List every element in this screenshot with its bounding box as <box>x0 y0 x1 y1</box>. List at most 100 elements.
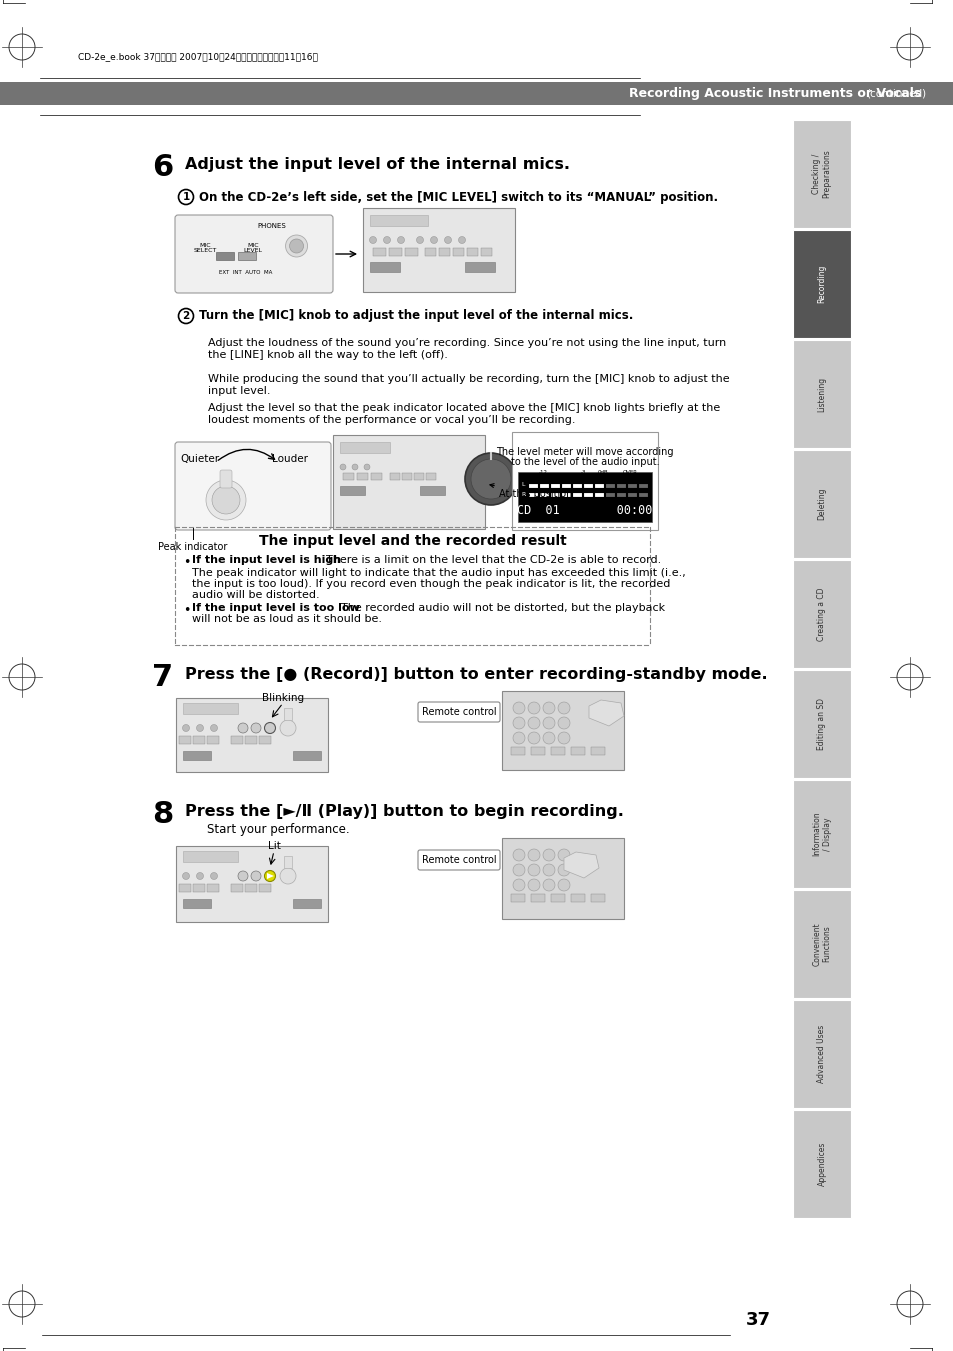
FancyBboxPatch shape <box>339 486 365 494</box>
FancyBboxPatch shape <box>371 473 381 480</box>
FancyBboxPatch shape <box>517 471 651 521</box>
FancyBboxPatch shape <box>531 894 544 902</box>
FancyBboxPatch shape <box>573 493 581 497</box>
FancyBboxPatch shape <box>293 898 320 908</box>
Circle shape <box>352 463 357 470</box>
Circle shape <box>558 865 569 875</box>
Circle shape <box>513 732 524 744</box>
Polygon shape <box>563 852 598 878</box>
FancyBboxPatch shape <box>539 484 548 488</box>
FancyBboxPatch shape <box>183 898 211 908</box>
Circle shape <box>558 848 569 861</box>
Circle shape <box>542 880 555 892</box>
Text: Remote control: Remote control <box>421 855 496 865</box>
FancyBboxPatch shape <box>561 493 571 497</box>
FancyBboxPatch shape <box>245 884 256 892</box>
Circle shape <box>542 732 555 744</box>
FancyBboxPatch shape <box>193 884 205 892</box>
FancyBboxPatch shape <box>792 670 850 778</box>
FancyBboxPatch shape <box>639 493 647 497</box>
FancyBboxPatch shape <box>501 690 623 770</box>
Circle shape <box>251 723 261 734</box>
Circle shape <box>369 236 376 243</box>
Circle shape <box>527 848 539 861</box>
FancyBboxPatch shape <box>179 884 191 892</box>
Text: 6: 6 <box>152 153 173 182</box>
Circle shape <box>212 486 240 513</box>
Text: R: R <box>520 492 525 497</box>
Text: Recording: Recording <box>817 265 825 303</box>
Text: the input is too loud). If you record even though the peak indicator is lit, the: the input is too loud). If you record ev… <box>192 580 670 589</box>
FancyBboxPatch shape <box>453 249 463 255</box>
FancyBboxPatch shape <box>373 249 386 255</box>
FancyBboxPatch shape <box>571 747 584 755</box>
Circle shape <box>558 732 569 744</box>
Circle shape <box>542 717 555 730</box>
Text: Appendices: Appendices <box>817 1142 825 1186</box>
Text: Quieter: Quieter <box>180 454 219 463</box>
Polygon shape <box>588 700 623 725</box>
Circle shape <box>542 848 555 861</box>
Text: Peak indicator: Peak indicator <box>158 542 228 553</box>
FancyBboxPatch shape <box>792 780 850 888</box>
Circle shape <box>444 236 451 243</box>
FancyBboxPatch shape <box>207 884 219 892</box>
FancyBboxPatch shape <box>237 253 255 259</box>
Circle shape <box>513 880 524 892</box>
Text: •: • <box>183 604 191 617</box>
FancyBboxPatch shape <box>356 473 368 480</box>
FancyBboxPatch shape <box>183 751 211 761</box>
Text: -12: -12 <box>537 470 547 476</box>
FancyBboxPatch shape <box>605 484 615 488</box>
Text: The peak indicator will light to indicate that the audio input has exceeded this: The peak indicator will light to indicat… <box>192 567 685 578</box>
FancyBboxPatch shape <box>363 208 515 292</box>
FancyBboxPatch shape <box>792 890 850 998</box>
Circle shape <box>430 236 437 243</box>
FancyBboxPatch shape <box>464 262 495 272</box>
Text: EXT  INT  AUTO  MA: EXT INT AUTO MA <box>219 270 273 276</box>
Text: CD  01        00:00: CD 01 00:00 <box>517 504 652 516</box>
Text: 1: 1 <box>182 192 190 203</box>
Text: The recorded audio will not be distorted, but the playback: The recorded audio will not be distorted… <box>334 603 664 613</box>
Text: will not be as loud as it should be.: will not be as loud as it should be. <box>192 613 381 624</box>
Circle shape <box>383 236 390 243</box>
Text: There is a limit on the level that the CD-2e is able to record.: There is a limit on the level that the C… <box>319 555 661 565</box>
Polygon shape <box>284 857 292 867</box>
FancyBboxPatch shape <box>175 698 328 771</box>
FancyBboxPatch shape <box>174 442 331 530</box>
Text: 7: 7 <box>152 663 172 692</box>
FancyBboxPatch shape <box>617 484 625 488</box>
FancyBboxPatch shape <box>792 230 850 338</box>
FancyBboxPatch shape <box>512 432 658 530</box>
Circle shape <box>280 720 295 736</box>
Text: Listening: Listening <box>817 377 825 412</box>
Circle shape <box>264 723 275 734</box>
Text: -3: -3 <box>579 470 585 476</box>
FancyBboxPatch shape <box>343 473 354 480</box>
FancyBboxPatch shape <box>339 442 390 453</box>
FancyBboxPatch shape <box>511 747 524 755</box>
Circle shape <box>416 236 423 243</box>
FancyBboxPatch shape <box>539 493 548 497</box>
Circle shape <box>182 873 190 880</box>
Text: CD-2e_e.book 37ページ　 2007年10月24日　水曜日　　午前11時16分: CD-2e_e.book 37ページ 2007年10月24日 水曜日 午前11時… <box>78 53 317 62</box>
Text: Creating a CD: Creating a CD <box>817 588 825 640</box>
FancyBboxPatch shape <box>531 747 544 755</box>
FancyBboxPatch shape <box>220 470 232 488</box>
Circle shape <box>527 703 539 713</box>
FancyBboxPatch shape <box>174 215 333 293</box>
FancyBboxPatch shape <box>792 561 850 667</box>
FancyBboxPatch shape <box>792 450 850 558</box>
Circle shape <box>196 724 203 731</box>
FancyBboxPatch shape <box>551 484 559 488</box>
Text: Press the [● (Record)] button to enter recording-standby mode.: Press the [● (Record)] button to enter r… <box>185 667 767 682</box>
Text: Convenient
Functions: Convenient Functions <box>811 923 831 966</box>
Text: audio will be distorted.: audio will be distorted. <box>192 590 319 600</box>
FancyBboxPatch shape <box>529 484 537 488</box>
Circle shape <box>264 870 275 881</box>
FancyBboxPatch shape <box>258 884 271 892</box>
Circle shape <box>558 703 569 713</box>
FancyBboxPatch shape <box>417 703 499 721</box>
Text: OVER: OVER <box>622 470 637 476</box>
FancyBboxPatch shape <box>617 493 625 497</box>
